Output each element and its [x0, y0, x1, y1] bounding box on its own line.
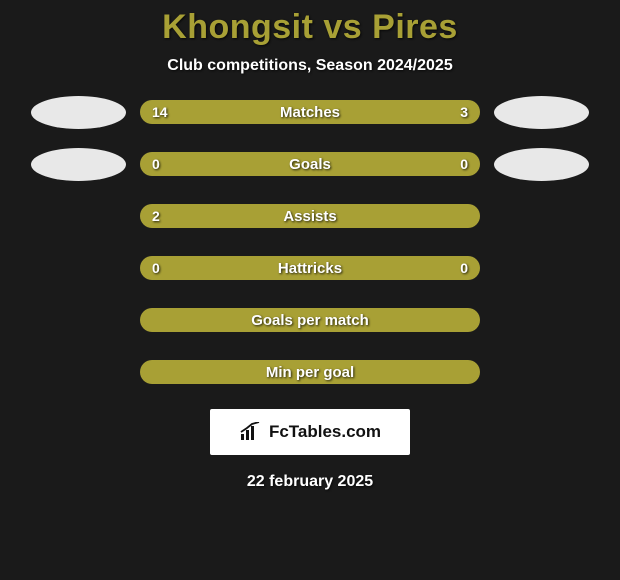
stat-value-right: 0 [460, 256, 468, 280]
stat-value-right: 3 [460, 100, 468, 124]
brand-logo: FcTables.com [210, 409, 410, 455]
stat-row: 2 Assists [20, 201, 600, 231]
stat-bar: 14 Matches 3 [140, 100, 480, 124]
player-avatar-right [494, 96, 589, 129]
stat-row: 0 Hattricks 0 [20, 253, 600, 283]
brand-logo-text: FcTables.com [269, 422, 381, 442]
stat-bar: 2 Assists [140, 204, 480, 228]
brand-logo-inner: FcTables.com [239, 422, 381, 442]
player-avatar-right [494, 148, 589, 181]
stat-row: Min per goal [20, 357, 600, 387]
chart-icon [239, 422, 263, 442]
date-label: 22 february 2025 [0, 473, 620, 491]
page-title: Khongsit vs Pires [0, 8, 620, 47]
stat-bar: Min per goal [140, 360, 480, 384]
stat-bar: 0 Goals 0 [140, 152, 480, 176]
stat-bar: Goals per match [140, 308, 480, 332]
stat-row: Goals per match [20, 305, 600, 335]
stat-label: Min per goal [140, 360, 480, 384]
stat-row: 14 Matches 3 [20, 97, 600, 127]
comparison-card: Khongsit vs Pires Club competitions, Sea… [0, 0, 620, 491]
stat-bar: 0 Hattricks 0 [140, 256, 480, 280]
stat-label: Goals [140, 152, 480, 176]
stat-row: 0 Goals 0 [20, 149, 600, 179]
stat-label: Matches [140, 100, 480, 124]
player-avatar-left [31, 148, 126, 181]
subtitle: Club competitions, Season 2024/2025 [0, 57, 620, 75]
stat-value-right: 0 [460, 152, 468, 176]
stat-label: Goals per match [140, 308, 480, 332]
player-avatar-left [31, 96, 126, 129]
stat-label: Assists [140, 204, 480, 228]
stat-label: Hattricks [140, 256, 480, 280]
stats-area: 14 Matches 3 0 Goals 0 [0, 97, 620, 387]
